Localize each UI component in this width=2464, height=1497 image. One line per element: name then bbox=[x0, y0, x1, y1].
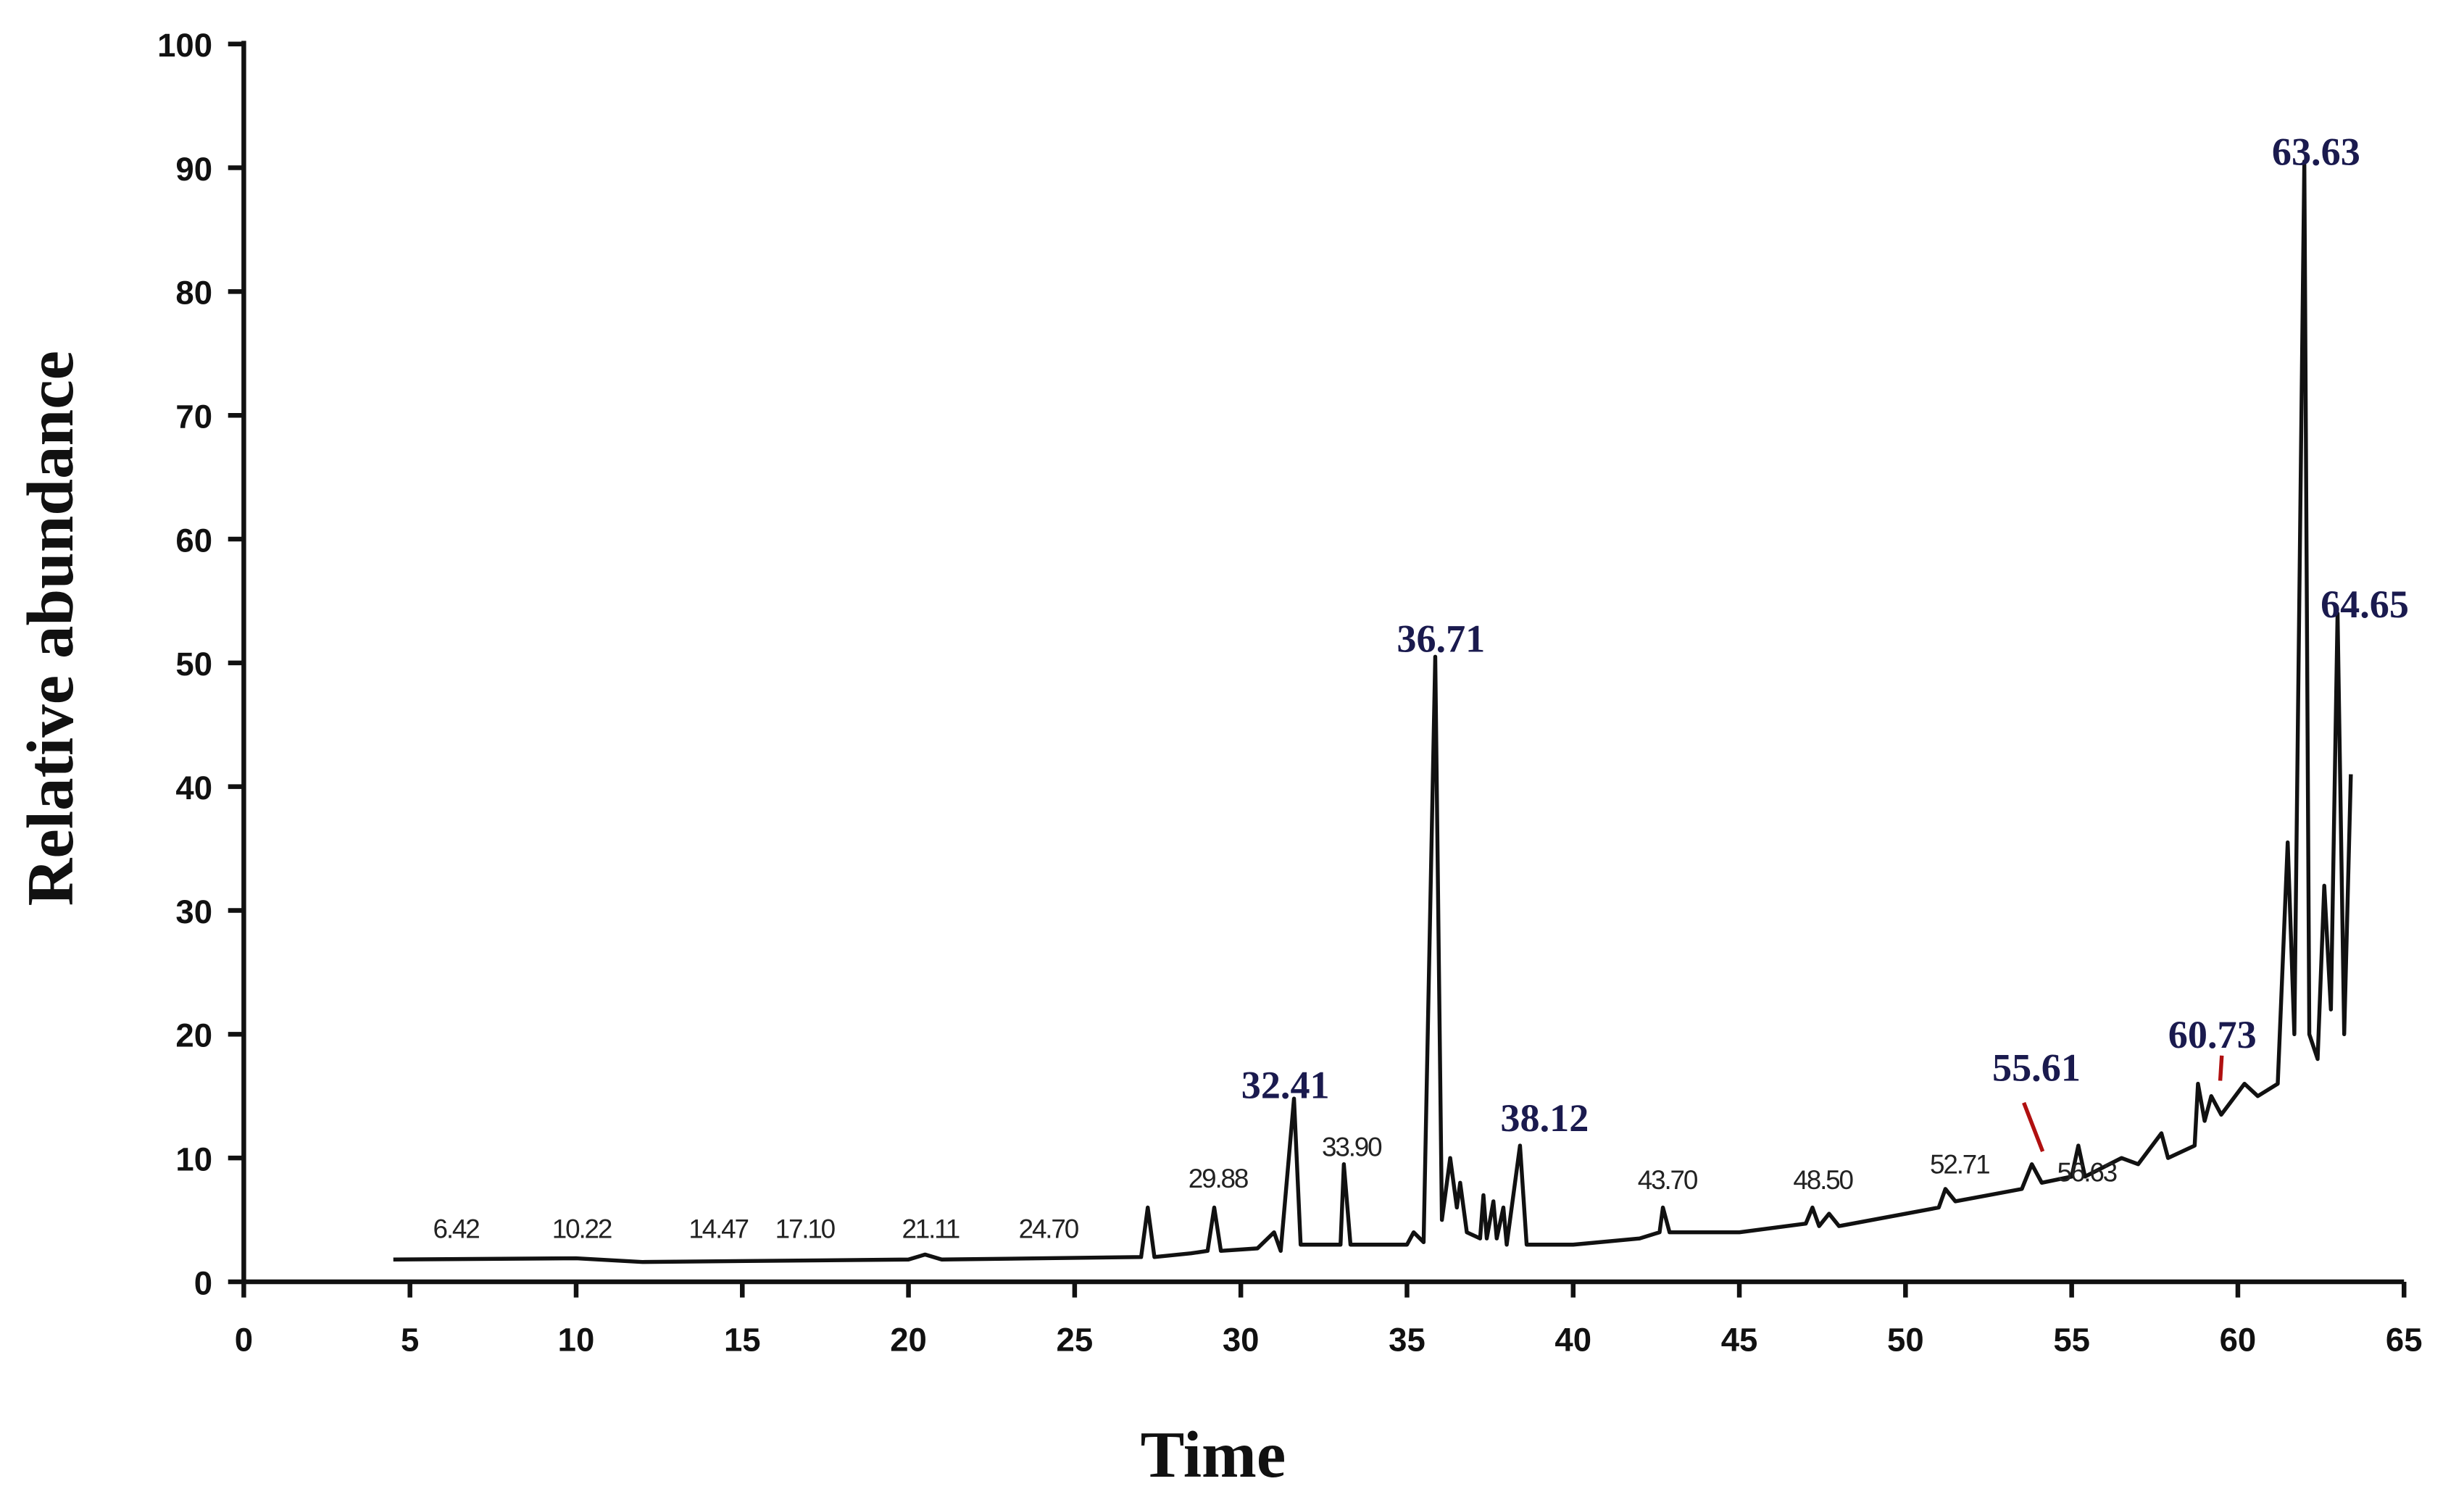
x-tick-label: 15 bbox=[724, 1321, 761, 1358]
x-tick-label: 40 bbox=[1554, 1321, 1591, 1358]
x-tick-label: 10 bbox=[558, 1321, 595, 1358]
peak-label: 29.88 bbox=[1189, 1164, 1248, 1193]
leader-line bbox=[2022, 1101, 2045, 1153]
x-tick-label: 30 bbox=[1223, 1321, 1260, 1358]
x-tick-label: 65 bbox=[2386, 1321, 2423, 1358]
peak-label: 56.63 bbox=[2057, 1157, 2117, 1187]
x-tick-label: 50 bbox=[1887, 1321, 1924, 1358]
y-tick-label: 50 bbox=[175, 646, 212, 683]
peak-label: 14.47 bbox=[688, 1214, 748, 1243]
peak-label: 24.70 bbox=[1019, 1214, 1079, 1243]
x-tick-label: 45 bbox=[1721, 1321, 1758, 1358]
peak-label: 10.22 bbox=[552, 1214, 612, 1243]
peak-label: 43.70 bbox=[1638, 1165, 1698, 1195]
peak-label: 21.11 bbox=[902, 1214, 959, 1243]
y-tick-label: 10 bbox=[175, 1141, 212, 1178]
x-tick-label: 35 bbox=[1389, 1321, 1425, 1358]
x-tick-label: 20 bbox=[890, 1321, 927, 1358]
peak-label: 6.42 bbox=[433, 1214, 480, 1243]
x-tick-label: 60 bbox=[2220, 1321, 2257, 1358]
x-tick-label: 55 bbox=[2053, 1321, 2090, 1358]
y-tick-label: 90 bbox=[175, 151, 212, 188]
x-tick-label: 25 bbox=[1057, 1321, 1094, 1358]
y-tick-label: 20 bbox=[175, 1017, 212, 1054]
peak-label: 60.73 bbox=[2168, 1013, 2257, 1056]
peak-label: 63.63 bbox=[2272, 130, 2360, 174]
y-tick-label: 80 bbox=[175, 275, 212, 312]
peak-label: 17.10 bbox=[775, 1214, 836, 1243]
peak-label: 38.12 bbox=[1500, 1096, 1589, 1140]
y-tick-label: 100 bbox=[157, 27, 212, 64]
y-tick-label: 30 bbox=[175, 893, 212, 930]
y-tick-label: 40 bbox=[175, 770, 212, 806]
y-axis-title: Relative abundance bbox=[14, 351, 87, 906]
peak-label: 52.71 bbox=[1930, 1149, 1989, 1179]
peak-label: 55.61 bbox=[1992, 1046, 2081, 1090]
x-tick-label: 5 bbox=[401, 1321, 419, 1358]
peak-label: 33.90 bbox=[1322, 1133, 1382, 1162]
peak-label: 64.65 bbox=[2321, 583, 2409, 626]
peak-label: 48.50 bbox=[1793, 1165, 1853, 1195]
peak-label: 32.41 bbox=[1241, 1063, 1330, 1106]
y-tick-label: 0 bbox=[194, 1264, 212, 1301]
leader-line bbox=[2218, 1055, 2224, 1081]
y-tick-label: 70 bbox=[175, 399, 212, 435]
y-tick-label: 60 bbox=[175, 522, 212, 559]
x-axis-title: Time bbox=[1141, 1418, 1286, 1491]
peak-label: 36.71 bbox=[1397, 617, 1485, 661]
chromatogram-line bbox=[393, 159, 2353, 1264]
x-tick-label: 0 bbox=[235, 1321, 253, 1358]
